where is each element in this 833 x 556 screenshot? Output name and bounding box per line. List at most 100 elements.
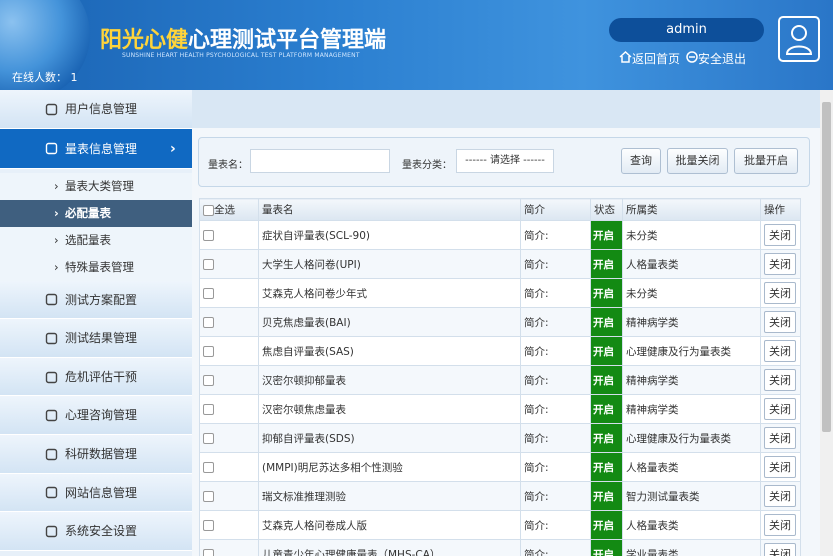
intro: 简介: [520, 278, 591, 308]
column-label: 全选 [214, 204, 235, 216]
menu-label: 系统安全设置 [65, 524, 138, 539]
menu-item[interactable]: 量表信息管理 › [0, 128, 192, 169]
row-checkbox[interactable] [203, 374, 214, 386]
close-button[interactable]: 关闭 [764, 340, 796, 362]
name-input[interactable] [250, 149, 390, 173]
row-checkbox[interactable] [203, 403, 214, 415]
close-button[interactable]: 关闭 [764, 427, 796, 449]
home-icon [619, 50, 632, 63]
menu-item[interactable]: 危机评估干预 [0, 357, 192, 397]
scale-name: 儿童青少年心理健康量表（MHS-CA） [258, 539, 521, 556]
menu-item[interactable]: 系统安全设置 [0, 512, 192, 551]
menu-label: 危机评估干预 [65, 369, 138, 384]
menu-label: 科研数据管理 [65, 447, 138, 461]
select-all-checkbox[interactable] [203, 204, 214, 216]
table-row: 瑞文标准推理测验 简介: 开启 智力测试量表类 关闭 [199, 481, 801, 511]
home-link[interactable]: 返回首页 [632, 52, 681, 66]
category: 未分类 [622, 278, 761, 308]
row-checkbox[interactable] [203, 490, 214, 502]
batch-close-button[interactable]: 批量关闭 [667, 148, 728, 174]
main: 量表名： 量表分类： ------ 请选择 ------ 查询 批量关闭 批量开… [192, 90, 820, 556]
close-button[interactable]: 关闭 [764, 311, 796, 333]
table-row: 抑郁自评量表(SDS) 简介: 开启 心理健康及行为量表类 关闭 [199, 423, 801, 453]
name-label: 量表名： [208, 160, 248, 171]
action-cell: 关闭 [760, 220, 801, 250]
action-cell: 关闭 [760, 423, 801, 453]
checkbox-cell [199, 249, 259, 279]
subtitle: SUNSHINE HEART HEALTH PSYCHOLOGICAL TEST… [122, 52, 360, 59]
menu-item[interactable]: 测试方案配置 [0, 280, 192, 320]
menu-item[interactable]: 网站信息管理 [0, 473, 192, 513]
submenu-item[interactable]: › 必配量表 [0, 199, 192, 227]
menu-item[interactable]: 心理咨询管理 [0, 396, 192, 435]
table: 全选 量表名 简介 状态 所属类 操作 症状自评量表(SCL-90) 简介: 开启 未分类 关闭大… [199, 198, 801, 556]
row-checkbox[interactable] [203, 316, 214, 328]
menu-label: 测试结果管理 [65, 331, 138, 346]
row-checkbox[interactable] [203, 345, 214, 357]
scroll-thumb[interactable] [822, 102, 831, 432]
close-button[interactable]: 关闭 [764, 543, 796, 556]
icon-shape [45, 487, 58, 499]
menu-label: 测试方案配置 [65, 292, 138, 307]
submenu-bullet: › [54, 205, 59, 220]
menu-icon [45, 525, 58, 538]
category-label: 量表分类： [402, 160, 452, 171]
checkbox-cell [199, 423, 259, 453]
row-checkbox[interactable] [203, 229, 214, 241]
close-button[interactable]: 关闭 [764, 485, 796, 507]
row-checkbox[interactable] [203, 548, 214, 556]
intro: 简介: [520, 220, 591, 250]
menu-item[interactable]: 科研数据管理 [0, 435, 192, 474]
menu-label: 用户信息管理 [65, 102, 138, 116]
logout-icon [686, 51, 698, 63]
submenu-item[interactable]: › 量表大类管理 [0, 172, 192, 200]
close-button[interactable]: 关闭 [764, 456, 796, 478]
action-cell: 关闭 [760, 510, 801, 540]
submenu-bullet: › [54, 232, 59, 247]
close-button[interactable]: 关闭 [764, 224, 796, 246]
action-cell: 关闭 [760, 249, 801, 279]
menu-label: 网站信息管理 [65, 485, 138, 500]
checkbox-cell [199, 481, 259, 511]
scrollbar[interactable] [820, 90, 833, 556]
avatar[interactable] [778, 16, 820, 62]
close-button[interactable]: 关闭 [764, 514, 796, 536]
row-checkbox[interactable] [203, 287, 214, 299]
submenu-label: 特殊量表管理 [65, 259, 134, 274]
close-button[interactable]: 关闭 [764, 398, 796, 420]
icon-shape [45, 409, 58, 422]
header: 阳光心健心理测试平台管理端 SUNSHINE HEART HEALTH PSYC… [0, 0, 833, 90]
batch-open-button[interactable]: 批量开启 [734, 148, 798, 174]
table-row: 贝克焦虑量表(BAI) 简介: 开启 精神病学类 关闭 [199, 307, 801, 337]
scale-name: 症状自评量表(SCL-90) [258, 220, 521, 250]
table-row: (MMPI)明尼苏达多相个性测验 简介: 开启 人格量表类 关闭 [199, 452, 801, 482]
close-button[interactable]: 关闭 [764, 369, 796, 391]
row-checkbox[interactable] [203, 258, 214, 270]
menu-icon [45, 487, 58, 499]
status: 开启 [590, 249, 623, 279]
action-cell: 关闭 [760, 307, 801, 337]
category-select[interactable]: ------ 请选择 ------ [456, 149, 554, 173]
query-button[interactable]: 查询 [621, 148, 661, 174]
row-checkbox[interactable] [203, 519, 214, 531]
submenu-item[interactable]: › 选配量表 [0, 226, 192, 254]
logout-link[interactable]: 安全退出 [698, 52, 747, 66]
avatar-icon [785, 25, 813, 55]
user-name[interactable]: admin [609, 18, 764, 42]
close-button[interactable]: 关闭 [764, 282, 796, 304]
row-checkbox[interactable] [203, 461, 214, 473]
submenu-item[interactable]: › 特殊量表管理 [0, 253, 192, 281]
menu-item[interactable]: 用户信息管理 [0, 90, 192, 129]
action-cell: 关闭 [760, 481, 801, 511]
category: 人格量表类 [622, 510, 761, 540]
table-row: 症状自评量表(SCL-90) 简介: 开启 未分类 关闭 [199, 220, 801, 250]
checkbox-cell [199, 220, 259, 250]
checkbox-cell [199, 365, 259, 395]
close-button[interactable]: 关闭 [764, 253, 796, 275]
table-wrap: 全选 量表名 简介 状态 所属类 操作 症状自评量表(SCL-90) 简介: 开启 未分类 关闭大… [199, 198, 801, 556]
menu-item[interactable]: 测试结果管理 [0, 319, 192, 358]
status: 开启 [590, 452, 623, 482]
menu-icon [45, 103, 58, 115]
icon-shape [45, 103, 58, 115]
row-checkbox[interactable] [203, 432, 214, 444]
